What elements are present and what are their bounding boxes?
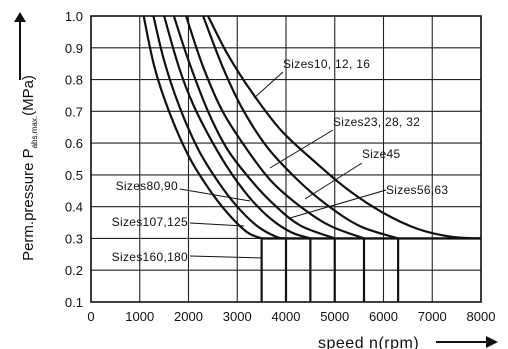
x-tick-label-4: 4000 — [272, 309, 301, 324]
annotation-label-4: Sizes80,90 — [116, 179, 178, 193]
tick-labels: 0 1000 2000 3000 4000 5000 6000 7000 8000 0.1 0.2 0… — [65, 9, 496, 324]
y-tick-label-4: 0.5 — [65, 168, 83, 183]
series-curve-0 — [142, 15, 263, 240]
y-axis-title: Perm.pressure Pabs.max.(MPa) — [20, 75, 39, 261]
annotation-label-6: Sizes160,180 — [112, 250, 188, 264]
annotation-leader-4 — [179, 188, 251, 202]
x-tick-label-6: 6000 — [369, 309, 398, 324]
series-curve-6 — [207, 15, 482, 240]
annotation-leader-6 — [189, 255, 263, 259]
y-tick-label-8: 0.9 — [65, 41, 83, 56]
y-tick-label-0: 0.1 — [65, 295, 83, 310]
x-tick-label-2: 2000 — [174, 309, 203, 324]
x-tick-label-3: 3000 — [223, 309, 252, 324]
annotation-leader-1 — [269, 129, 334, 169]
series-curve-4 — [185, 15, 365, 240]
x-axis-arrow-head — [486, 336, 498, 348]
y-tick-label-5: 0.6 — [65, 136, 83, 151]
annotation-leader-2 — [304, 162, 363, 200]
annotation-leader-5 — [189, 222, 245, 227]
x-tick-label-1: 1000 — [125, 309, 154, 324]
y-axis-title-unit: (MPa) — [20, 75, 37, 116]
x-axis-title: speed n(rpm) — [318, 335, 498, 349]
annotation-label-3: Sizes56,63 — [386, 183, 448, 197]
annotation-label-5: Sizes107,125 — [112, 215, 188, 229]
series-curve-3 — [172, 15, 336, 240]
annotation-label-1: Sizes23, 28, 32 — [333, 115, 420, 129]
y-tick-label-6: 0.7 — [65, 104, 83, 119]
annotation-leader-3 — [289, 189, 387, 219]
annotation-label-2: Size45 — [362, 147, 401, 161]
x-tick-label-8: 8000 — [467, 309, 496, 324]
y-tick-label-9: 1.0 — [65, 9, 83, 24]
series-curve-1 — [152, 15, 287, 240]
series-layer — [142, 15, 482, 302]
x-tick-label-0: 0 — [87, 309, 94, 324]
x-tick-label-5: 5000 — [320, 309, 349, 324]
series-curve-2 — [163, 15, 311, 240]
y-axis-title-main: Perm.pressure P — [20, 148, 37, 261]
y-axis-title-sub: abs.max. — [30, 116, 39, 148]
y-tick-label-1: 0.2 — [65, 263, 83, 278]
series-curve-5 — [202, 15, 399, 240]
annotation-label-0: Sizes10, 12, 16 — [283, 57, 370, 71]
svg-text:Perm.pressure Pabs.max.(MPa): Perm.pressure Pabs.max.(MPa) — [20, 75, 39, 261]
y-axis-arrow — [14, 12, 26, 80]
annotation-layer: Sizes10, 12, 16 Sizes23, 28, 32 Size45 Size… — [112, 57, 448, 264]
y-tick-label-7: 0.8 — [65, 73, 83, 88]
x-axis-title-text: speed n(rpm) — [318, 335, 419, 349]
y-tick-label-2: 0.3 — [65, 231, 83, 246]
annotation-leader-0 — [253, 71, 284, 99]
y-tick-label-3: 0.4 — [65, 200, 83, 215]
x-tick-label-7: 7000 — [418, 309, 447, 324]
